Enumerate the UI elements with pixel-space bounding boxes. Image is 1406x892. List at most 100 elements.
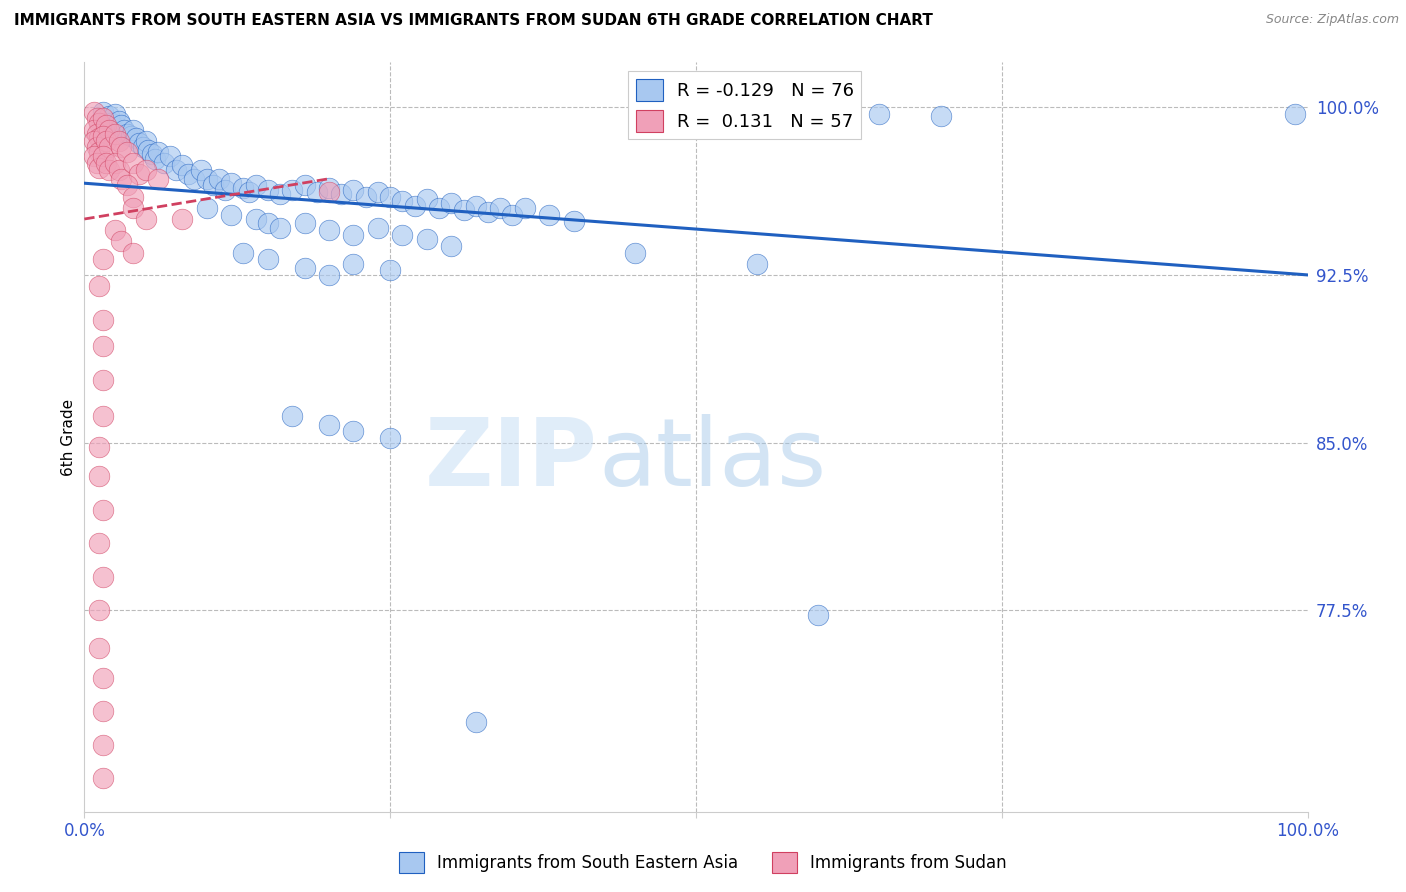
Y-axis label: 6th Grade: 6th Grade (60, 399, 76, 475)
Point (153, 156, 176, 170)
Point (91, 409, 114, 423)
Point (538, 208, 561, 222)
Point (342, 257, 364, 271)
Point (87, 641, 110, 656)
Point (146, 171, 169, 186)
Point (91, 771, 114, 785)
Point (83, 134, 105, 148)
Point (104, 223, 127, 237)
Point (141, 147, 163, 161)
Point (110, 171, 132, 186)
Point (83, 122, 105, 136)
Point (294, 178, 316, 193)
Point (115, 145, 138, 159)
Point (96, 118, 118, 132)
Point (97, 109, 120, 123)
Point (195, 171, 218, 186)
Point (110, 140, 132, 154)
Point (87, 116, 110, 130)
Point (91, 129, 114, 144)
Legend: Immigrants from South Eastern Asia, Immigrants from Sudan: Immigrants from South Eastern Asia, Immi… (392, 846, 1014, 880)
Point (747, 257, 769, 271)
Point (86, 140, 108, 154)
Point (232, 245, 254, 260)
Point (122, 156, 145, 170)
Point (91, 738, 114, 752)
Point (91, 502, 114, 516)
Point (83, 149, 105, 163)
Point (257, 183, 280, 197)
Point (183, 171, 205, 186)
Point (294, 261, 316, 276)
Point (177, 167, 200, 181)
Point (330, 187, 353, 202)
Point (245, 212, 267, 227)
Point (257, 217, 280, 231)
Point (440, 239, 463, 253)
Point (1284, 107, 1306, 121)
Point (416, 232, 439, 246)
Point (165, 162, 187, 177)
Point (87, 145, 110, 159)
Point (97, 162, 120, 177)
Point (91, 252, 114, 267)
Point (86, 112, 108, 126)
Point (807, 607, 830, 622)
Point (120, 129, 142, 144)
Point (115, 127, 138, 141)
Point (342, 425, 364, 439)
Point (87, 161, 110, 175)
Point (245, 178, 267, 193)
Point (201, 178, 224, 193)
Point (87, 131, 110, 145)
Point (281, 183, 304, 197)
Point (135, 134, 157, 148)
Point (91, 312, 114, 326)
Point (91, 339, 114, 353)
Point (96, 156, 118, 170)
Point (135, 162, 157, 177)
Point (354, 189, 377, 203)
Point (143, 152, 166, 166)
Point (91, 570, 114, 584)
Point (87, 279, 110, 293)
Text: Source: ZipAtlas.com: Source: ZipAtlas.com (1265, 13, 1399, 27)
Point (367, 221, 389, 235)
Point (238, 185, 260, 199)
Point (97, 140, 120, 154)
Point (464, 715, 486, 730)
Point (318, 268, 340, 282)
Point (342, 183, 364, 197)
Point (269, 221, 291, 235)
Point (219, 208, 242, 222)
Point (318, 223, 340, 237)
Point (87, 440, 110, 454)
Legend: R = -0.129   N = 76, R =  0.131   N = 57: R = -0.129 N = 76, R = 0.131 N = 57 (628, 71, 862, 139)
Point (502, 208, 524, 222)
Point (159, 149, 181, 163)
Point (107, 134, 129, 148)
Point (128, 167, 150, 181)
Point (929, 109, 952, 123)
Point (513, 201, 536, 215)
Point (281, 409, 304, 423)
Point (232, 180, 254, 194)
Point (380, 431, 402, 445)
Point (87, 469, 110, 483)
Point (91, 704, 114, 718)
Point (128, 136, 150, 150)
Point (294, 217, 316, 231)
Point (86, 127, 108, 141)
Point (91, 373, 114, 387)
Point (110, 118, 132, 132)
Text: ZIP: ZIP (425, 414, 598, 506)
Point (107, 162, 129, 177)
Point (453, 202, 475, 217)
Point (477, 205, 499, 219)
Point (122, 189, 145, 203)
Point (219, 176, 242, 190)
Point (86, 156, 108, 170)
Point (104, 156, 127, 170)
Point (269, 187, 291, 202)
Point (104, 127, 127, 141)
